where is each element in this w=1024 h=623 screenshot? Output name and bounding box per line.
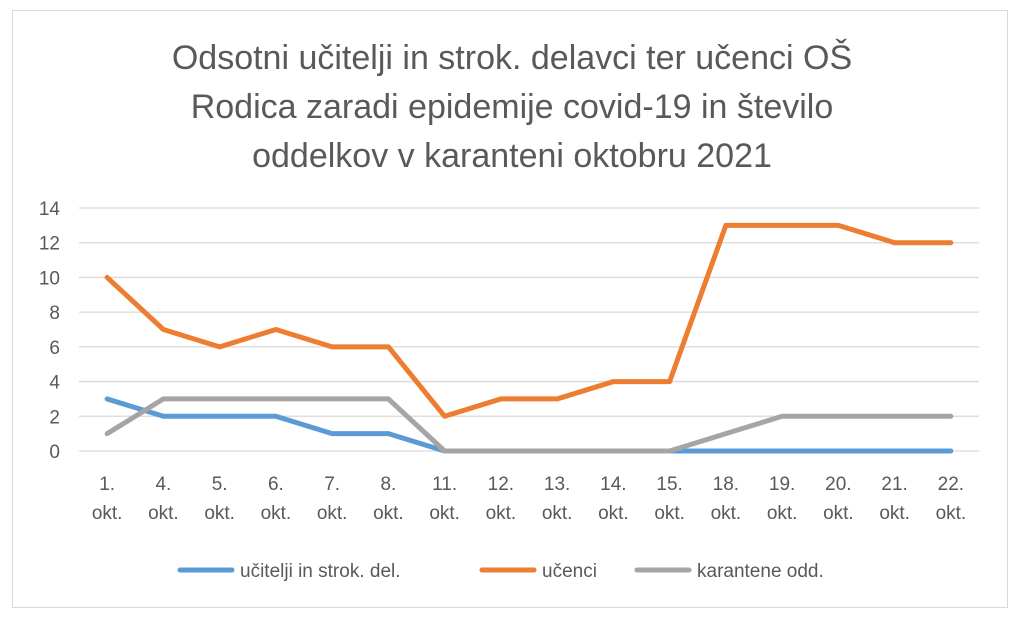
x-tick-label: 19. okt.	[767, 474, 798, 524]
x-tick-label: 5. okt.	[204, 474, 235, 524]
x-tick-label: 15. okt.	[654, 474, 685, 524]
x-tick-label: 12. okt.	[486, 474, 517, 524]
y-tick-label: 0	[49, 442, 60, 463]
chart-title-line-1: Odsotni učitelji in strok. delavci ter u…	[171, 39, 853, 77]
x-tick-label: 11. okt.	[429, 474, 460, 524]
y-tick-label: 4	[49, 373, 60, 394]
y-tick-label: 2	[49, 407, 60, 428]
y-axis-ticks: 0 2 4 6 8 10 12 14	[39, 199, 61, 463]
x-tick-label: 4. okt.	[148, 474, 179, 524]
legend-label: karantene odd.	[697, 561, 824, 582]
x-axis-ticks: 1. okt. 4. okt. 5. okt. 6. okt. 7. okt. 8. okt. 11. o…	[92, 474, 966, 524]
x-tick-label: 8. okt.	[373, 474, 404, 524]
legend: učitelji in strok. del. učenci karantene o…	[177, 561, 824, 582]
x-tick-label: 14. okt.	[598, 474, 629, 524]
series-line	[104, 396, 954, 454]
x-tick-label: 21. okt.	[879, 474, 910, 524]
x-tick-label: 7. okt.	[317, 474, 348, 524]
chart-title-line-3: oddelkov v karanteni oktobru 2021	[252, 137, 772, 175]
y-tick-label: 8	[49, 303, 60, 324]
chart-title-line-2: Rodica zaradi epidemije covid-19 in štev…	[190, 88, 834, 126]
y-tick-label: 12	[39, 234, 60, 255]
y-tick-label: 6	[49, 338, 60, 359]
y-tick-label: 14	[39, 199, 61, 220]
chart-frame	[12, 10, 1008, 608]
series-line	[104, 222, 954, 419]
chart-title: Odsotni učitelji in strok. delavci ter u…	[60, 34, 964, 181]
x-tick-label: 13. okt.	[542, 474, 573, 524]
x-tick-label: 1. okt.	[92, 474, 123, 524]
y-tick-label: 10	[39, 268, 60, 289]
series-lines	[104, 222, 954, 454]
x-tick-label: 6. okt.	[261, 474, 292, 524]
legend-label: učenci	[542, 561, 597, 582]
x-tick-label: 20. okt.	[823, 474, 854, 524]
series-line	[104, 396, 954, 454]
x-tick-label: 18. okt.	[711, 474, 742, 524]
legend-label: učitelji in strok. del.	[240, 561, 401, 582]
x-tick-label: 22. okt.	[936, 474, 967, 524]
